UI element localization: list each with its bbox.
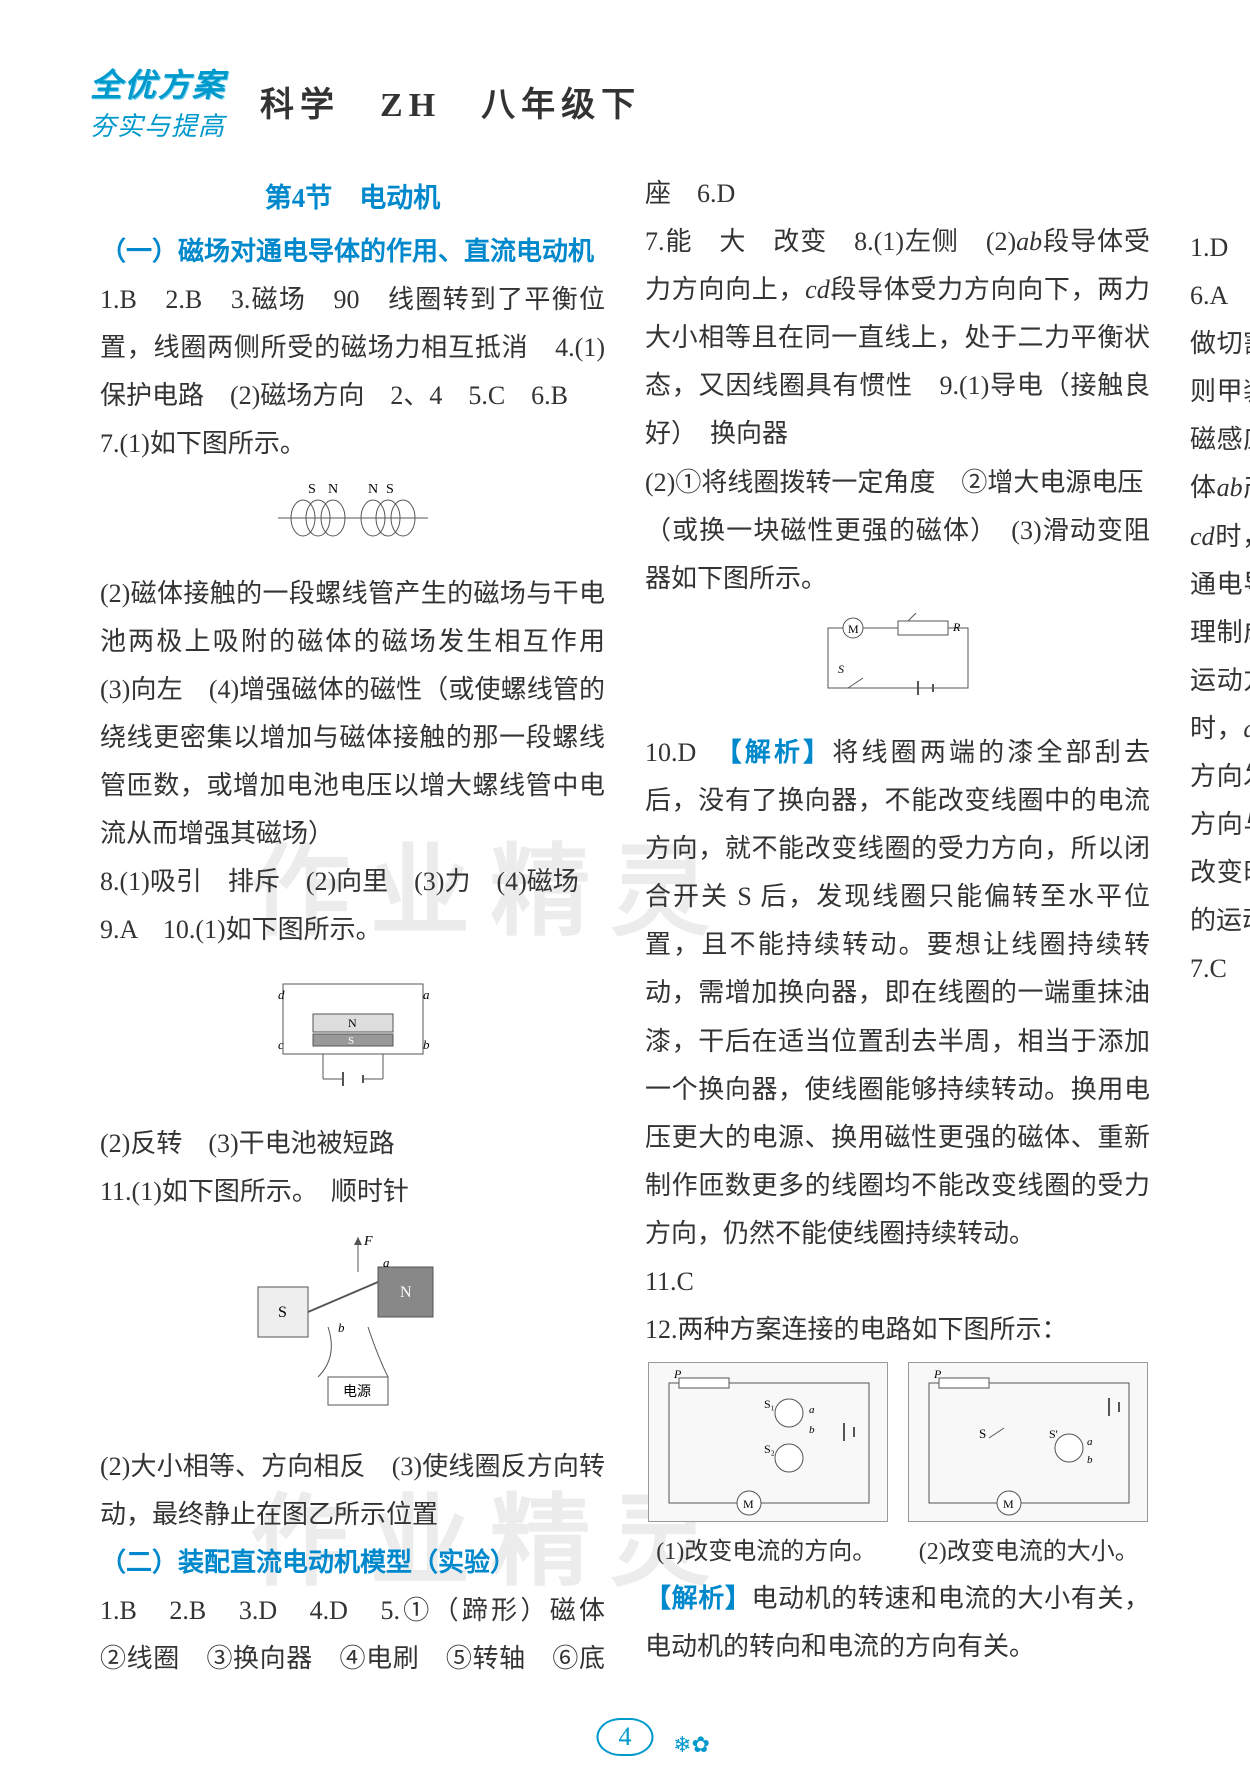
svg-text:电源: 电源 xyxy=(343,1384,371,1400)
svg-text:P: P xyxy=(933,1367,942,1381)
svg-text:N: N xyxy=(328,482,338,497)
logo-badge: 全优方案 夯实与提高 xyxy=(90,60,226,143)
text: 将线圈两端的漆全部刮去后，没有了换向器，不能改变线圈中的电流方向，就不能改变线圈… xyxy=(645,738,1150,1248)
answer-line: (2)大小相等、方向相反 (3)使线圈反方向转动，最终静止在图乙所示位置 xyxy=(100,1443,605,1539)
svg-text:a: a xyxy=(423,987,430,1002)
content-body: 第4节 电动机 （一）磁场对通电导体的作用、直流电动机 1.B 2.B 3.磁场… xyxy=(100,170,1150,1706)
fig-caption-b: (2)改变电流的大小。 xyxy=(919,1530,1139,1574)
text: 7.能 大 改变 8.(1)左侧 (2) xyxy=(645,227,1016,256)
analysis-label: 【解析】 xyxy=(729,738,833,767)
page-number: 4 xyxy=(597,1718,654,1756)
answer-line: (2)反转 (3)干电池被短路 xyxy=(100,1120,605,1168)
answer-line: 11.C xyxy=(645,1258,1150,1306)
answer-line: 11.(1)如下图所示。 顺时针 xyxy=(100,1168,605,1216)
svg-text:F: F xyxy=(363,1234,373,1249)
figure-caption-row: (1)改变电流的方向。 (2)改变电流的大小。 xyxy=(645,1530,1150,1574)
svg-text:a: a xyxy=(1087,1436,1093,1448)
section-4-title: 第4节 电动机 xyxy=(100,174,605,224)
var-ab: ab xyxy=(1217,473,1243,502)
svg-text:S: S xyxy=(979,1426,986,1441)
svg-text:N: N xyxy=(368,482,378,497)
answer-line: 10.D 【解析】将线圈两端的漆全部刮去后，没有了换向器，不能改变线圈中的电流方… xyxy=(645,729,1150,1258)
svg-text:M: M xyxy=(743,1497,754,1511)
svg-text:b: b xyxy=(338,1320,345,1335)
svg-text:a: a xyxy=(809,1404,815,1416)
answer-line: 12.两种方案连接的电路如下图所示： xyxy=(645,1306,1150,1354)
svg-text:S₁: S₁ xyxy=(764,1397,775,1411)
text: 在磁场中做切割磁感线运动，从而产生了感应电流，则甲装置运用的原理是电磁感应现象。… xyxy=(1190,281,1250,502)
text: 6.A xyxy=(1190,281,1250,310)
text: 时， xyxy=(1215,522,1250,551)
answer-line: 6.A 【解析】闭合电路中的导体ab在磁场中做切割磁感线运动，从而产生了感应电流… xyxy=(1190,272,1250,945)
var-ab: ab xyxy=(1243,714,1250,743)
figure-motor-model: S N F a b 电源 xyxy=(100,1227,605,1433)
figure-small-circuit: M R S xyxy=(645,613,1150,719)
svg-text:P: P xyxy=(673,1367,682,1381)
figure-circuit-a: P S₁ a b S₂ M xyxy=(648,1362,888,1522)
answer-line: 7.C 8.(1)电磁感应 发电机 (2)变化 xyxy=(1190,945,1250,993)
answer-line: 8.(1)吸引 排斥 (2)向里 (3)力 (4)磁场 xyxy=(100,858,605,906)
svg-text:S: S xyxy=(838,662,844,676)
svg-text:N: N xyxy=(348,1016,357,1030)
svg-text:S: S xyxy=(386,482,394,497)
svg-text:S: S xyxy=(308,482,316,497)
answer-line: 1.D 2.C 3.C 4.A 5.C xyxy=(1190,224,1250,272)
figure-circuit-b: P S S' a b M xyxy=(908,1362,1148,1522)
text: 的运动方向改变。 xyxy=(1190,906,1250,935)
section-5-title: 第5节 磁生电 xyxy=(1190,170,1250,220)
svg-text:S: S xyxy=(278,1304,287,1321)
svg-text:M: M xyxy=(1003,1497,1014,1511)
text: 产生的感应电流通过位于磁场中的导体 xyxy=(1243,473,1250,502)
var-cd: cd xyxy=(1190,522,1215,551)
analysis-label: 【解析】 xyxy=(645,1584,751,1613)
svg-text:a: a xyxy=(383,1255,390,1270)
logo-line2: 夯实与提高 xyxy=(90,106,226,143)
decoration-icon: ❄✿ xyxy=(673,1732,710,1758)
answer-line: 9.A 10.(1)如下图所示。 xyxy=(100,906,605,954)
svg-text:b: b xyxy=(809,1424,815,1436)
svg-text:S₂: S₂ xyxy=(764,1442,775,1456)
svg-text:b: b xyxy=(1087,1454,1093,1466)
header-title: 科学 ZH 八年级下 xyxy=(260,77,641,126)
page-header: 全优方案 夯实与提高 科学 ZH 八年级下 xyxy=(90,60,1160,150)
page-number-value: 4 xyxy=(597,1718,654,1756)
subsection-2-title: （二）装配直流电动机模型（实验） xyxy=(100,1539,605,1587)
figure-solenoid: SN NS xyxy=(100,478,605,559)
svg-text:M: M xyxy=(848,622,859,636)
svg-text:R: R xyxy=(952,620,961,634)
answer-line: 1.B 2.B 3.磁场 90 线圈转到了平衡位置，线圈两侧所受的磁场力相互抵消… xyxy=(100,276,605,420)
var-cd: cd xyxy=(805,275,830,304)
svg-text:b: b xyxy=(423,1037,430,1052)
text: 10.D xyxy=(645,738,729,767)
svg-text:N: N xyxy=(400,1284,412,1301)
answer-line: 7.能 大 改变 8.(1)左侧 (2)ab段导体受力方向向上，cd段导体受力方… xyxy=(645,218,1150,458)
svg-text:c: c xyxy=(278,1037,284,1052)
logo-line1: 全优方案 xyxy=(90,60,226,106)
fig-caption-a: (1)改变电流的方向。 xyxy=(656,1530,876,1574)
answer-line: (2)磁体接触的一段螺线管产生的磁场与干电池两极上吸附的磁体的磁场发生相互作用 … xyxy=(100,570,605,859)
subsection-1-title: （一）磁场对通电导体的作用、直流电动机 xyxy=(100,228,605,276)
answer-line: （或换一块磁性更强的磁体） (3)滑动变阻器如下图所示。 xyxy=(645,507,1150,603)
svg-text:S: S xyxy=(348,1035,354,1047)
var-ab: ab xyxy=(1016,227,1042,256)
figure-circuit-1: N S d a c b xyxy=(100,964,605,1110)
svg-text:d: d xyxy=(278,987,285,1002)
answer-line: (2)①将线圈拨转一定角度 ②增大电源电压 xyxy=(645,459,1150,507)
figure-pair: P S₁ a b S₂ M P S S' a xyxy=(645,1362,1150,1522)
svg-text:S': S' xyxy=(1049,1427,1058,1441)
answer-line: 【解析】电动机的转速和电流的大小有关，电动机的转向和电流的方向有关。 xyxy=(645,1575,1150,1671)
answer-line: 7.(1)如下图所示。 xyxy=(100,420,605,468)
